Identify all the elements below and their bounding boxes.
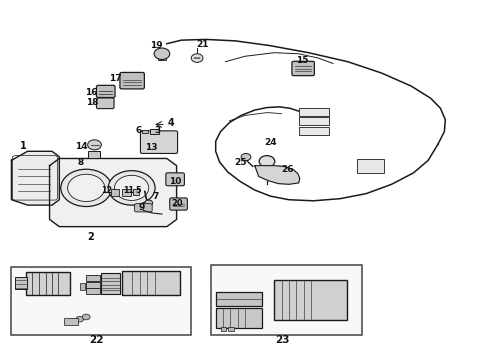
- Bar: [150, 129, 159, 134]
- Text: 9: 9: [138, 203, 145, 212]
- FancyBboxPatch shape: [170, 198, 187, 210]
- Bar: [64, 318, 78, 325]
- FancyBboxPatch shape: [135, 204, 152, 212]
- Text: 4: 4: [168, 118, 174, 128]
- Text: 24: 24: [264, 138, 277, 147]
- Text: 12: 12: [101, 185, 113, 194]
- Text: 3: 3: [154, 126, 160, 135]
- Bar: [299, 117, 329, 125]
- Bar: [274, 280, 346, 320]
- Bar: [15, 277, 27, 289]
- Text: 19: 19: [150, 41, 162, 50]
- FancyBboxPatch shape: [120, 72, 145, 89]
- Text: 18: 18: [86, 98, 99, 107]
- Text: 7: 7: [152, 192, 158, 201]
- Bar: [11, 267, 191, 335]
- Text: 16: 16: [85, 87, 98, 96]
- Polygon shape: [49, 158, 176, 226]
- Bar: [111, 189, 120, 196]
- Polygon shape: [255, 166, 300, 184]
- FancyBboxPatch shape: [97, 85, 115, 98]
- Text: 11: 11: [123, 185, 134, 194]
- FancyBboxPatch shape: [141, 131, 177, 153]
- Bar: [80, 283, 85, 291]
- Circle shape: [191, 54, 203, 62]
- Circle shape: [82, 314, 90, 320]
- Circle shape: [259, 156, 275, 167]
- Circle shape: [108, 171, 155, 205]
- Text: 22: 22: [89, 334, 103, 345]
- Text: 26: 26: [282, 165, 294, 174]
- Bar: [86, 288, 100, 294]
- Text: 23: 23: [275, 334, 289, 345]
- Text: 21: 21: [196, 40, 208, 49]
- Circle shape: [69, 319, 77, 324]
- Circle shape: [154, 48, 170, 59]
- Text: 14: 14: [75, 142, 88, 151]
- Polygon shape: [11, 151, 59, 205]
- Circle shape: [115, 175, 149, 201]
- Circle shape: [61, 169, 112, 207]
- Circle shape: [241, 153, 251, 161]
- Text: 8: 8: [77, 158, 83, 167]
- Bar: [220, 327, 226, 331]
- Bar: [216, 308, 262, 328]
- Text: 1: 1: [20, 141, 26, 151]
- Bar: [86, 275, 100, 281]
- Bar: [299, 108, 329, 116]
- Text: 17: 17: [109, 75, 122, 84]
- Bar: [158, 54, 166, 59]
- Text: 20: 20: [172, 199, 183, 208]
- Bar: [88, 151, 100, 158]
- Bar: [26, 272, 70, 296]
- Text: 2: 2: [88, 232, 95, 242]
- Bar: [122, 189, 131, 196]
- FancyBboxPatch shape: [166, 173, 184, 186]
- Bar: [228, 327, 234, 331]
- Text: 6: 6: [136, 126, 142, 135]
- Text: 15: 15: [296, 57, 309, 66]
- Bar: [299, 127, 329, 135]
- Bar: [101, 273, 121, 294]
- Text: 25: 25: [234, 158, 246, 167]
- Bar: [133, 189, 140, 195]
- Circle shape: [68, 174, 105, 202]
- FancyBboxPatch shape: [97, 98, 114, 109]
- Circle shape: [88, 140, 101, 150]
- Circle shape: [76, 316, 84, 322]
- Text: 5: 5: [136, 185, 141, 194]
- Circle shape: [145, 200, 153, 206]
- FancyBboxPatch shape: [292, 61, 315, 76]
- Bar: [357, 159, 384, 173]
- Bar: [86, 282, 100, 288]
- Text: 13: 13: [145, 143, 157, 152]
- Bar: [122, 271, 179, 296]
- Bar: [122, 271, 179, 296]
- Bar: [211, 265, 362, 335]
- Bar: [216, 292, 262, 306]
- Bar: [143, 130, 148, 134]
- Text: 10: 10: [170, 176, 182, 185]
